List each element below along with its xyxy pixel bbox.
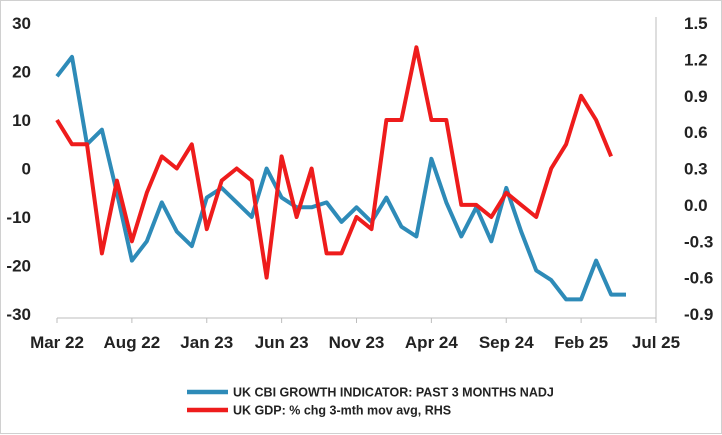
left-axis-tick-label: 30 (12, 14, 31, 33)
left-axis-tick-label: 0 (22, 160, 31, 179)
right-axis-tick-label: 0.6 (684, 123, 708, 142)
series-line-cbi-growth (55, 54, 626, 302)
left-axis-tick-label: -30 (6, 305, 31, 324)
x-axis-tick-label: Mar 22 (30, 333, 84, 352)
x-axis-tick-label: Jan 23 (180, 333, 233, 352)
x-axis-tick-label: Sep 24 (479, 333, 534, 352)
legend-label: UK GDP: % chg 3-mth mov avg, RHS (233, 404, 451, 418)
legend-label: UK CBI GROWTH INDICATOR: PAST 3 MONTHS N… (233, 386, 554, 400)
left-axis-tick-label: -20 (6, 257, 31, 276)
right-axis-tick-label: 1.5 (684, 14, 708, 33)
x-axis-tick-label: Apr 24 (405, 333, 458, 352)
right-axis-tick-label: -0.9 (684, 305, 713, 324)
x-axis-tick-label: Feb 25 (554, 333, 608, 352)
right-axis-tick-label: 0.9 (684, 87, 708, 106)
series-line-uk-gdp (55, 45, 613, 280)
left-axis-tick-label: 20 (12, 63, 31, 82)
x-axis-tick-label: Jun 23 (255, 333, 309, 352)
x-axis-tick-label: Nov 23 (329, 333, 385, 352)
x-axis-tick-label: Jul 25 (632, 333, 680, 352)
right-axis-tick-label: 0.3 (684, 160, 708, 179)
left-axis-tick-label: 10 (12, 111, 31, 130)
right-axis-tick-label: 1.2 (684, 50, 708, 69)
x-axis-tick-label: Aug 22 (104, 333, 161, 352)
right-axis-tick-label: -0.6 (684, 269, 713, 288)
right-axis-tick-label: 0.0 (684, 196, 708, 215)
right-axis-tick-label: -0.3 (684, 232, 713, 251)
left-axis-tick-label: -10 (6, 208, 31, 227)
